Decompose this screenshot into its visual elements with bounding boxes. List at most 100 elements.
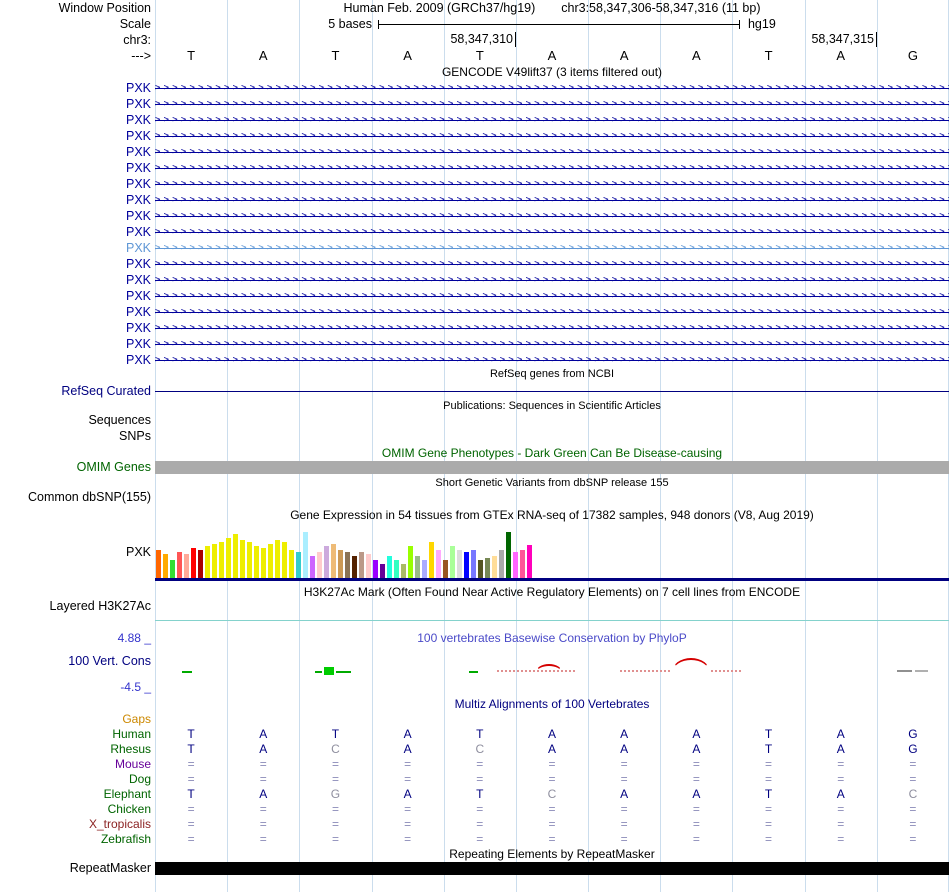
gtex-bar-chart[interactable] (155, 524, 949, 581)
gtex-bar[interactable] (205, 546, 210, 578)
publications-title[interactable]: Publications: Sequences in Scientific Ar… (443, 400, 661, 412)
gene-line[interactable]: >>>>>>>>>>>>>>>>>>>>>>>>>>>>>>>>>>>>>>>>… (155, 336, 949, 352)
gtex-bar[interactable] (254, 546, 259, 578)
gene-label[interactable]: PXK (125, 241, 151, 255)
gtex-bar[interactable] (226, 538, 231, 578)
alignment-row-zebrafish[interactable]: Zebrafish = = = = = = = = = = = (0, 832, 950, 847)
gtex-bar[interactable] (177, 552, 182, 578)
gtex-bar[interactable] (478, 560, 483, 578)
gene-row[interactable]: PXK >>>>>>>>>>>>>>>>>>>>>>>>>>>>>>>>>>>>>… (0, 304, 950, 320)
gtex-bar[interactable] (527, 545, 532, 578)
gtex-bar[interactable] (450, 546, 455, 578)
gene-label[interactable]: PXK (125, 257, 151, 271)
gene-label[interactable]: PXK (125, 193, 151, 207)
gtex-bar[interactable] (520, 550, 525, 578)
species-label[interactable]: X_tropicalis (88, 817, 151, 831)
gene-row[interactable]: PXK >>>>>>>>>>>>>>>>>>>>>>>>>>>>>>>>>>>>>… (0, 192, 950, 208)
gene-line[interactable]: >>>>>>>>>>>>>>>>>>>>>>>>>>>>>>>>>>>>>>>>… (155, 352, 949, 368)
species-label[interactable]: Elephant (103, 787, 151, 801)
alignment-row-dog[interactable]: Dog = = = = = = = = = = = (0, 772, 950, 787)
alignment-row-chicken[interactable]: Chicken = = = = = = = = = = = (0, 802, 950, 817)
gtex-bar[interactable] (317, 552, 322, 578)
gene-label[interactable]: PXK (125, 209, 151, 223)
gtex-bar[interactable] (170, 560, 175, 578)
gene-row[interactable]: PXK >>>>>>>>>>>>>>>>>>>>>>>>>>>>>>>>>>>>>… (0, 288, 950, 304)
gene-line[interactable]: >>>>>>>>>>>>>>>>>>>>>>>>>>>>>>>>>>>>>>>>… (155, 224, 949, 240)
gene-row[interactable]: PXK >>>>>>>>>>>>>>>>>>>>>>>>>>>>>>>>>>>>>… (0, 240, 950, 256)
gene-row[interactable]: PXK >>>>>>>>>>>>>>>>>>>>>>>>>>>>>>>>>>>>>… (0, 256, 950, 272)
gtex-bar[interactable] (247, 542, 252, 578)
species-label[interactable]: Human (112, 727, 151, 741)
gene-line[interactable]: >>>>>>>>>>>>>>>>>>>>>>>>>>>>>>>>>>>>>>>>… (155, 176, 949, 192)
gene-line[interactable]: >>>>>>>>>>>>>>>>>>>>>>>>>>>>>>>>>>>>>>>>… (155, 240, 949, 256)
gtex-bar[interactable] (464, 552, 469, 578)
refseq-curated-label[interactable]: RefSeq Curated (61, 384, 151, 398)
sequences-label[interactable]: Sequences (88, 413, 151, 427)
gtex-bar[interactable] (415, 556, 420, 578)
gene-line[interactable]: >>>>>>>>>>>>>>>>>>>>>>>>>>>>>>>>>>>>>>>>… (155, 272, 949, 288)
encode-title[interactable]: H3K27Ac Mark (Often Found Near Active Re… (303, 585, 801, 599)
gtex-bar[interactable] (261, 548, 266, 578)
gtex-bar[interactable] (345, 552, 350, 578)
h3k27ac-label[interactable]: Layered H3K27Ac (49, 599, 151, 613)
gtex-bar[interactable] (191, 548, 196, 578)
gene-label[interactable]: PXK (125, 129, 151, 143)
gene-line[interactable]: >>>>>>>>>>>>>>>>>>>>>>>>>>>>>>>>>>>>>>>>… (155, 288, 949, 304)
gene-label[interactable]: PXK (125, 161, 151, 175)
gene-label[interactable]: PXK (125, 305, 151, 319)
alignment-row-elephant[interactable]: Elephant T A G A T C A A T A C (0, 787, 950, 802)
species-label[interactable]: Zebrafish (100, 832, 151, 846)
alignment-row-human[interactable]: Human T A T A T A A A T A G (0, 727, 950, 742)
gtex-bar[interactable] (408, 546, 413, 578)
gencode-title[interactable]: GENCODE V49lift37 (3 items filtered out) (441, 65, 663, 79)
gene-line[interactable]: >>>>>>>>>>>>>>>>>>>>>>>>>>>>>>>>>>>>>>>>… (155, 144, 949, 160)
gene-row[interactable]: PXK >>>>>>>>>>>>>>>>>>>>>>>>>>>>>>>>>>>>>… (0, 320, 950, 336)
repeatmasker-label[interactable]: RepeatMasker (69, 861, 151, 875)
gene-label[interactable]: PXK (125, 337, 151, 351)
gene-row[interactable]: PXK >>>>>>>>>>>>>>>>>>>>>>>>>>>>>>>>>>>>>… (0, 176, 950, 192)
gtex-bar[interactable] (485, 558, 490, 578)
gtex-bar[interactable] (429, 542, 434, 578)
gtex-bar[interactable] (436, 550, 441, 578)
gene-line[interactable]: >>>>>>>>>>>>>>>>>>>>>>>>>>>>>>>>>>>>>>>>… (155, 192, 949, 208)
alignment-row-rhesus[interactable]: Rhesus T A C A C A A A T A G (0, 742, 950, 757)
gtex-bar[interactable] (331, 544, 336, 578)
dbsnp-label[interactable]: Common dbSNP(155) (28, 490, 151, 504)
gene-line[interactable]: >>>>>>>>>>>>>>>>>>>>>>>>>>>>>>>>>>>>>>>>… (155, 256, 949, 272)
gtex-bar[interactable] (198, 550, 203, 578)
gtex-bar[interactable] (359, 552, 364, 578)
gtex-bar[interactable] (373, 560, 378, 578)
gtex-bar[interactable] (240, 540, 245, 578)
repeatmasker-title[interactable]: Repeating Elements by RepeatMasker (449, 847, 655, 861)
gtex-bar[interactable] (296, 552, 301, 578)
omim-bar[interactable] (155, 461, 949, 474)
gene-line[interactable]: >>>>>>>>>>>>>>>>>>>>>>>>>>>>>>>>>>>>>>>>… (155, 320, 949, 336)
gene-row[interactable]: PXK >>>>>>>>>>>>>>>>>>>>>>>>>>>>>>>>>>>>>… (0, 160, 950, 176)
gtex-bar[interactable] (422, 560, 427, 578)
gene-line[interactable]: >>>>>>>>>>>>>>>>>>>>>>>>>>>>>>>>>>>>>>>>… (155, 128, 949, 144)
gene-row[interactable]: PXK >>>>>>>>>>>>>>>>>>>>>>>>>>>>>>>>>>>>>… (0, 128, 950, 144)
gene-row[interactable]: PXK >>>>>>>>>>>>>>>>>>>>>>>>>>>>>>>>>>>>>… (0, 144, 950, 160)
omim-genes-label[interactable]: OMIM Genes (76, 460, 151, 474)
gtex-bar[interactable] (212, 544, 217, 578)
species-label[interactable]: Rhesus (110, 742, 151, 756)
gtex-bar[interactable] (163, 554, 168, 578)
gtex-bar[interactable] (387, 556, 392, 578)
gtex-bar[interactable] (513, 552, 518, 578)
gene-row[interactable]: PXK >>>>>>>>>>>>>>>>>>>>>>>>>>>>>>>>>>>>>… (0, 336, 950, 352)
gtex-bar[interactable] (352, 556, 357, 578)
gtex-bar[interactable] (219, 542, 224, 578)
species-label[interactable]: Mouse (114, 757, 151, 771)
gene-line[interactable]: >>>>>>>>>>>>>>>>>>>>>>>>>>>>>>>>>>>>>>>>… (155, 304, 949, 320)
gtex-title[interactable]: Gene Expression in 54 tissues from GTEx … (290, 508, 814, 522)
gtex-bar[interactable] (303, 532, 308, 578)
gene-label[interactable]: PXK (125, 289, 151, 303)
gene-row[interactable]: PXK >>>>>>>>>>>>>>>>>>>>>>>>>>>>>>>>>>>>>… (0, 224, 950, 240)
gtex-bar[interactable] (282, 542, 287, 578)
phylop-label[interactable]: 100 Vert. Cons (68, 654, 151, 668)
gtex-bar[interactable] (289, 550, 294, 578)
gene-label[interactable]: PXK (125, 177, 151, 191)
gtex-bar[interactable] (268, 544, 273, 578)
species-label[interactable]: Chicken (107, 802, 151, 816)
gene-line[interactable]: >>>>>>>>>>>>>>>>>>>>>>>>>>>>>>>>>>>>>>>>… (155, 80, 949, 96)
